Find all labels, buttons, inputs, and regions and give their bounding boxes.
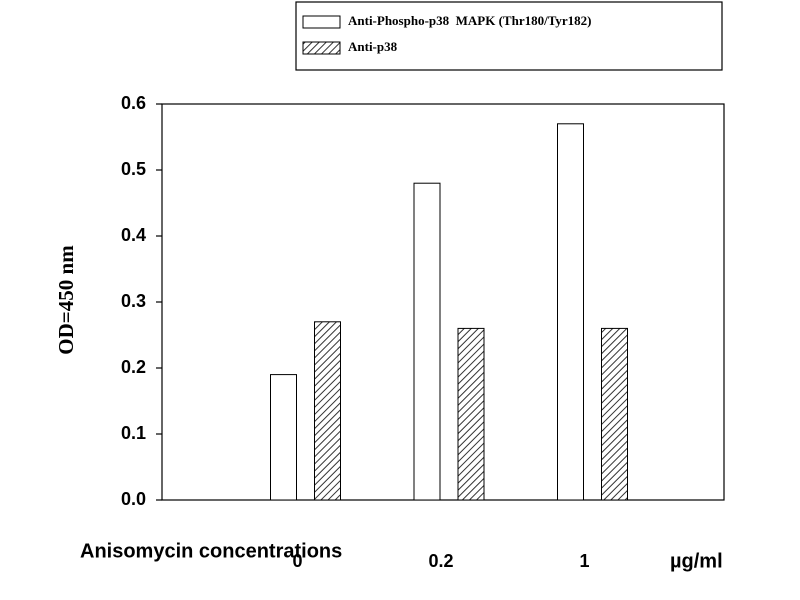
x-axis-label: Anisomycin concentrations [80, 540, 342, 562]
bar [457, 327, 485, 501]
y-axis-label: OD=450 nm [54, 245, 78, 355]
legend-swatch [302, 15, 341, 29]
legend-swatch [302, 41, 341, 55]
bar [270, 374, 297, 501]
bar [413, 182, 441, 501]
y-tick-label: 0.3 [121, 291, 146, 311]
bar [557, 123, 584, 501]
legend-box [295, 1, 723, 71]
bar [314, 321, 341, 501]
x-unit-label: µg/ml [670, 550, 723, 572]
x-tick-label: 1 [579, 551, 589, 571]
y-tick-label: 0.1 [121, 423, 146, 443]
x-tick-label: 0.2 [428, 551, 453, 571]
y-tick-label: 0.0 [121, 489, 146, 509]
legend-label: Anti-Phospho-p38 MAPK (Thr180/Tyr182) [348, 13, 592, 28]
x-tick-label: 0 [292, 551, 302, 571]
y-tick-label: 0.4 [121, 225, 146, 245]
plot-frame [161, 103, 725, 501]
y-tick-label: 0.5 [121, 159, 146, 179]
y-tick-label: 0.2 [121, 357, 146, 377]
bar [601, 327, 628, 501]
legend-label: Anti-p38 [348, 39, 398, 54]
y-tick-label: 0.6 [121, 93, 146, 113]
